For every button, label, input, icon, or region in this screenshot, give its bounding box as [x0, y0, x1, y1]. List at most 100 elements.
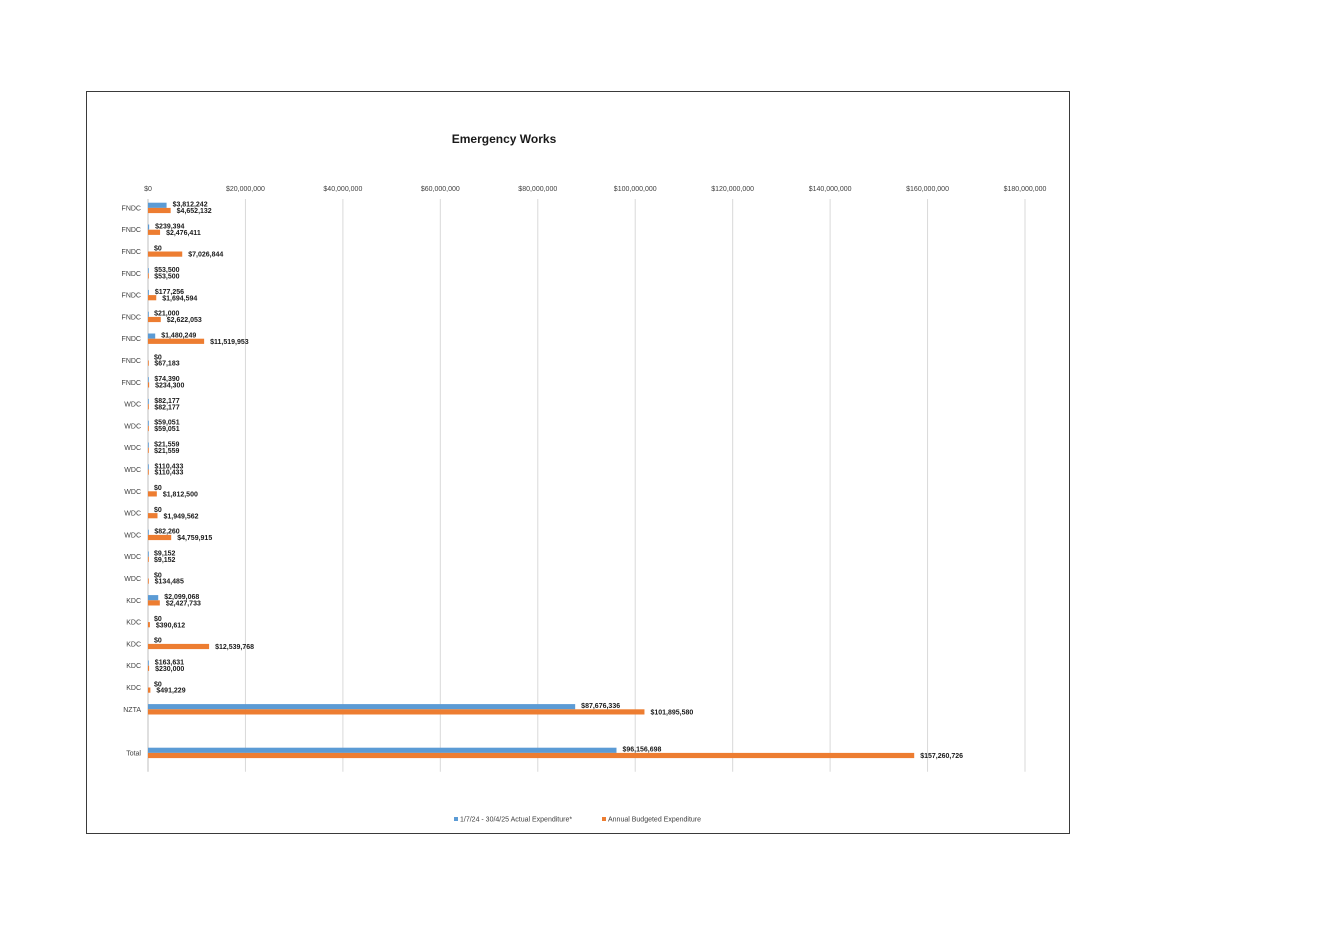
category-label: WDC — [124, 511, 141, 518]
bar — [148, 643, 210, 650]
data-label: $491,229 — [156, 688, 185, 695]
category-label: KDC — [126, 641, 141, 648]
bar — [148, 529, 149, 535]
category-label: KDC — [126, 685, 141, 692]
data-label: $1,812,500 — [163, 492, 198, 499]
bar — [148, 268, 149, 274]
category-label: FNDC — [122, 227, 141, 234]
category-label: FNDC — [122, 358, 141, 365]
category-label: FNDC — [122, 249, 141, 256]
data-label: $2,622,053 — [167, 317, 202, 324]
x-tick-label: $180,000,000 — [1004, 186, 1047, 193]
bar — [148, 747, 617, 753]
bar — [148, 425, 149, 432]
bar — [148, 202, 167, 208]
data-label: $1,694,594 — [162, 295, 197, 302]
category-label: FNDC — [122, 336, 141, 343]
category-label: WDC — [124, 467, 141, 474]
category-label: FNDC — [122, 293, 141, 300]
bar — [148, 251, 183, 257]
x-tick-label: $140,000,000 — [809, 186, 852, 193]
bar — [148, 709, 645, 715]
data-label: $177,256 — [155, 289, 184, 296]
bar — [148, 534, 172, 541]
bar — [148, 316, 161, 323]
data-label: $11,519,953 — [210, 339, 249, 346]
data-label: $0 — [154, 572, 162, 579]
data-label: $157,260,726 — [920, 753, 963, 760]
bar — [148, 687, 151, 693]
data-label: $2,099,068 — [164, 594, 199, 601]
bar — [148, 295, 157, 301]
data-label: $9,152 — [154, 557, 176, 564]
legend: 1/7/24 - 30/4/25 Actual Expenditure* Annu… — [454, 817, 701, 824]
category-label: KDC — [126, 598, 141, 605]
bar — [148, 447, 149, 453]
data-label: $390,612 — [156, 622, 185, 629]
data-label: $59,051 — [154, 426, 179, 433]
bar — [148, 289, 149, 296]
bar — [148, 398, 149, 405]
category-label: FNDC — [122, 271, 141, 278]
bar — [148, 333, 156, 339]
bars — [148, 202, 915, 759]
data-label: $1,949,562 — [163, 513, 198, 520]
data-label: $110,433 — [155, 470, 184, 477]
data-label: $82,177 — [154, 404, 179, 411]
category-label: WDC — [124, 554, 141, 561]
category-label: NZTA — [123, 707, 141, 714]
bar — [148, 704, 576, 710]
bar — [148, 665, 150, 671]
bar — [148, 464, 149, 470]
category-label: WDC — [124, 532, 141, 539]
x-tick-label: $60,000,000 — [421, 186, 460, 193]
legend-swatch — [454, 817, 458, 821]
bar — [148, 338, 205, 344]
x-tick-label: $20,000,000 — [226, 186, 265, 193]
category-label: WDC — [124, 445, 141, 452]
data-label: $134,485 — [155, 579, 184, 586]
category-label: FNDC — [122, 205, 141, 212]
x-tick-label: $120,000,000 — [711, 186, 754, 193]
bar — [148, 556, 149, 562]
category-label: FNDC — [122, 380, 141, 387]
data-label: $4,652,132 — [177, 208, 212, 215]
data-label: $82,177 — [154, 398, 179, 405]
data-label: $21,000 — [154, 311, 179, 318]
data-label: $59,051 — [154, 420, 179, 427]
bar — [148, 207, 171, 214]
data-label: $7,026,844 — [188, 252, 223, 259]
data-label: $3,812,242 — [173, 202, 208, 209]
bar — [148, 311, 149, 317]
data-labels: $3,812,242$4,652,132 $239,394$2,476,411 $0… — [154, 202, 963, 760]
bar — [148, 491, 157, 497]
data-label: $234,300 — [155, 383, 184, 390]
category-label: WDC — [124, 402, 141, 409]
bar — [148, 442, 149, 448]
data-label: $163,631 — [155, 660, 184, 667]
data-label: $2,427,733 — [166, 601, 201, 608]
data-label: $21,559 — [154, 442, 179, 449]
bar — [148, 622, 150, 628]
bar — [148, 469, 149, 475]
category-label: WDC — [124, 423, 141, 430]
category-label: WDC — [124, 489, 141, 496]
y-axis-category-labels: FNDC FNDC FNDC FNDC FNDC FNDC FNDC FNDC FNDC WDC W… — [122, 205, 142, 757]
bar — [148, 600, 160, 606]
data-label: $101,895,580 — [650, 710, 693, 717]
bar — [148, 360, 149, 366]
bar — [148, 382, 150, 388]
data-label: $12,539,768 — [215, 644, 254, 651]
data-label: $96,156,698 — [622, 747, 661, 754]
data-label: $0 — [154, 681, 162, 688]
bar — [148, 513, 158, 519]
data-label: $0 — [154, 638, 162, 645]
grid-lines — [147, 199, 1026, 772]
bar — [148, 420, 149, 426]
data-label: $53,500 — [154, 267, 179, 274]
data-label: $0 — [154, 354, 162, 361]
bar — [148, 377, 149, 383]
data-label: $2,476,411 — [166, 230, 201, 237]
x-tick-label: $0 — [144, 186, 152, 193]
data-label: $110,433 — [155, 463, 184, 470]
